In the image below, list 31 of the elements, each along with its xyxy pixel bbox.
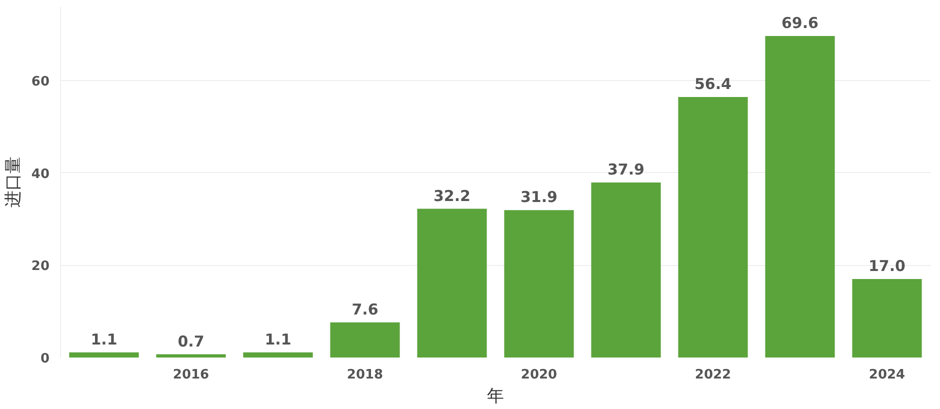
data-label: 1.1 [90,330,118,348]
data-label: 7.6 [352,300,378,318]
x-tick-label: 2020 [520,368,558,382]
data-label: 0.7 [178,332,204,350]
bar [69,352,139,358]
y-tick-label: 20 [31,259,50,274]
x-tick-label: 2024 [868,368,906,382]
data-label: 69.6 [781,14,819,32]
bar [330,322,400,358]
bar [417,208,487,358]
x-axis-title: 年 [487,386,504,406]
bar [765,36,835,358]
bar [243,352,313,358]
x-tick-label: 2018 [346,368,384,382]
data-label: 37.9 [607,160,645,178]
bar [852,278,922,358]
bar [678,97,748,358]
y-axis-title: 进口量 [3,156,24,208]
data-label: 1.1 [264,330,292,348]
y-tick-label: 0 [40,352,50,366]
data-label: 31.9 [520,188,558,206]
data-label: 17.0 [868,256,906,275]
bar [504,210,574,358]
data-label: 56.4 [694,75,732,94]
x-tick-label: 2022 [694,368,732,382]
bar [591,182,661,358]
y-tick-label: 40 [31,166,50,182]
data-label: 32.2 [433,186,471,205]
y-tick-label: 60 [31,74,50,90]
x-tick-label: 2016 [172,368,210,382]
bar [156,354,226,358]
